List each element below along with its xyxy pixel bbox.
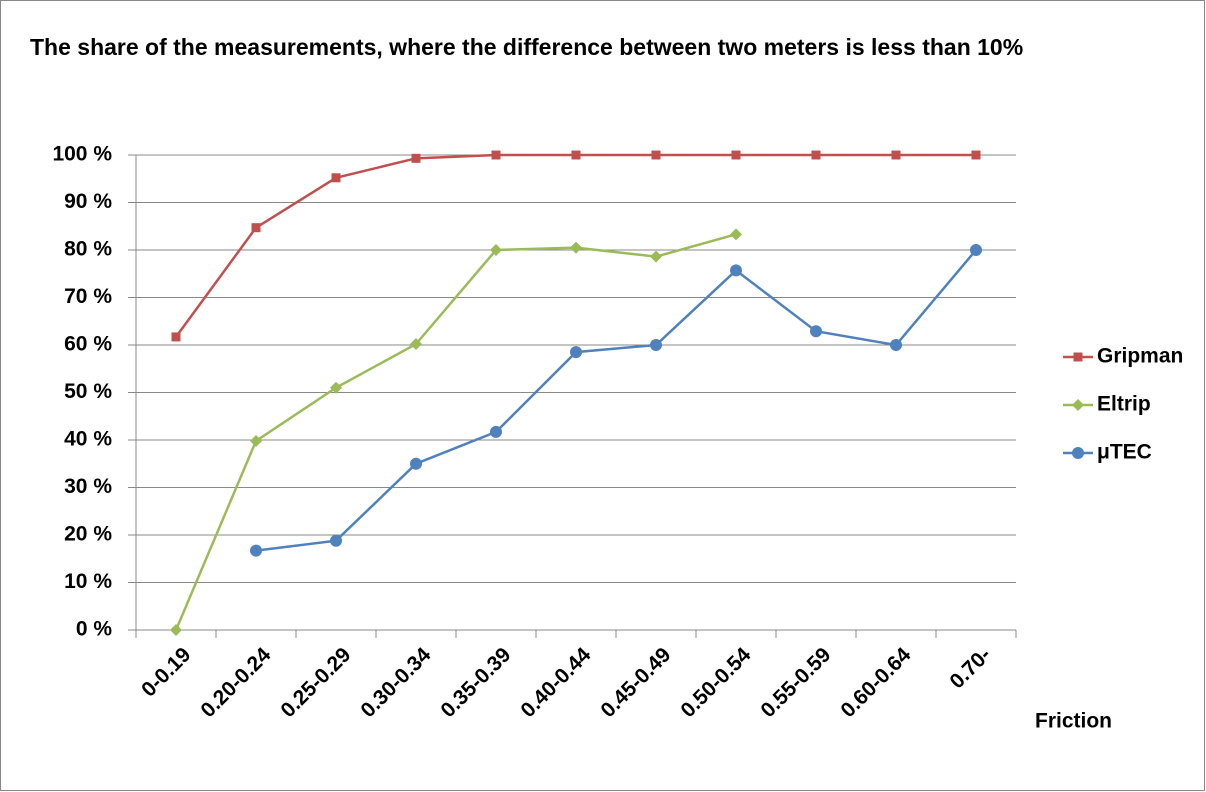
data-point	[730, 228, 742, 241]
legend-label: μTEC	[1097, 441, 1152, 464]
data-point	[730, 264, 742, 277]
data-point	[250, 544, 262, 557]
data-point	[251, 223, 261, 233]
y-tick-label: 100 %	[52, 143, 112, 166]
data-point	[650, 339, 662, 351]
data-point	[891, 150, 901, 160]
data-point	[570, 346, 582, 359]
data-point	[490, 244, 502, 256]
data-point	[810, 325, 822, 338]
data-point	[330, 534, 342, 547]
data-point	[250, 434, 262, 447]
y-tick-label: 10 %	[64, 570, 112, 593]
data-point	[171, 332, 181, 342]
y-tick-label: 50 %	[64, 380, 112, 403]
data-point	[651, 150, 661, 160]
data-point	[331, 173, 341, 183]
series-line	[255, 249, 977, 552]
data-point	[411, 153, 421, 163]
data-point	[410, 338, 422, 351]
data-point	[971, 150, 981, 160]
legend-label: Gripman	[1097, 345, 1183, 368]
y-tick-label: 30 %	[64, 475, 112, 498]
legend-marker	[1072, 399, 1084, 411]
data-point	[890, 339, 902, 351]
y-tick-label: 80 %	[64, 238, 112, 261]
y-tick-label: 40 %	[64, 428, 112, 451]
x-axis-title: Friction	[1035, 710, 1112, 733]
legend-marker	[1072, 447, 1084, 459]
data-point	[571, 150, 581, 160]
data-point	[330, 381, 342, 394]
data-point	[491, 150, 501, 160]
y-tick-label: 20 %	[64, 523, 112, 546]
series-line	[174, 233, 737, 631]
data-point	[490, 425, 502, 438]
legend-marker	[1073, 352, 1083, 362]
chart-title: The share of the measurements, where the…	[30, 34, 1024, 60]
data-point	[731, 150, 741, 160]
y-tick-label: 90 %	[64, 190, 112, 213]
data-point	[410, 457, 422, 470]
data-point	[811, 150, 821, 160]
legend-label: Eltrip	[1097, 393, 1151, 416]
data-point	[650, 250, 662, 263]
data-point	[570, 241, 582, 254]
y-tick-label: 70 %	[64, 285, 112, 308]
y-tick-label: 0 %	[76, 618, 113, 641]
data-point	[970, 244, 982, 256]
data-point	[170, 624, 182, 636]
y-tick-label: 60 %	[64, 333, 112, 356]
